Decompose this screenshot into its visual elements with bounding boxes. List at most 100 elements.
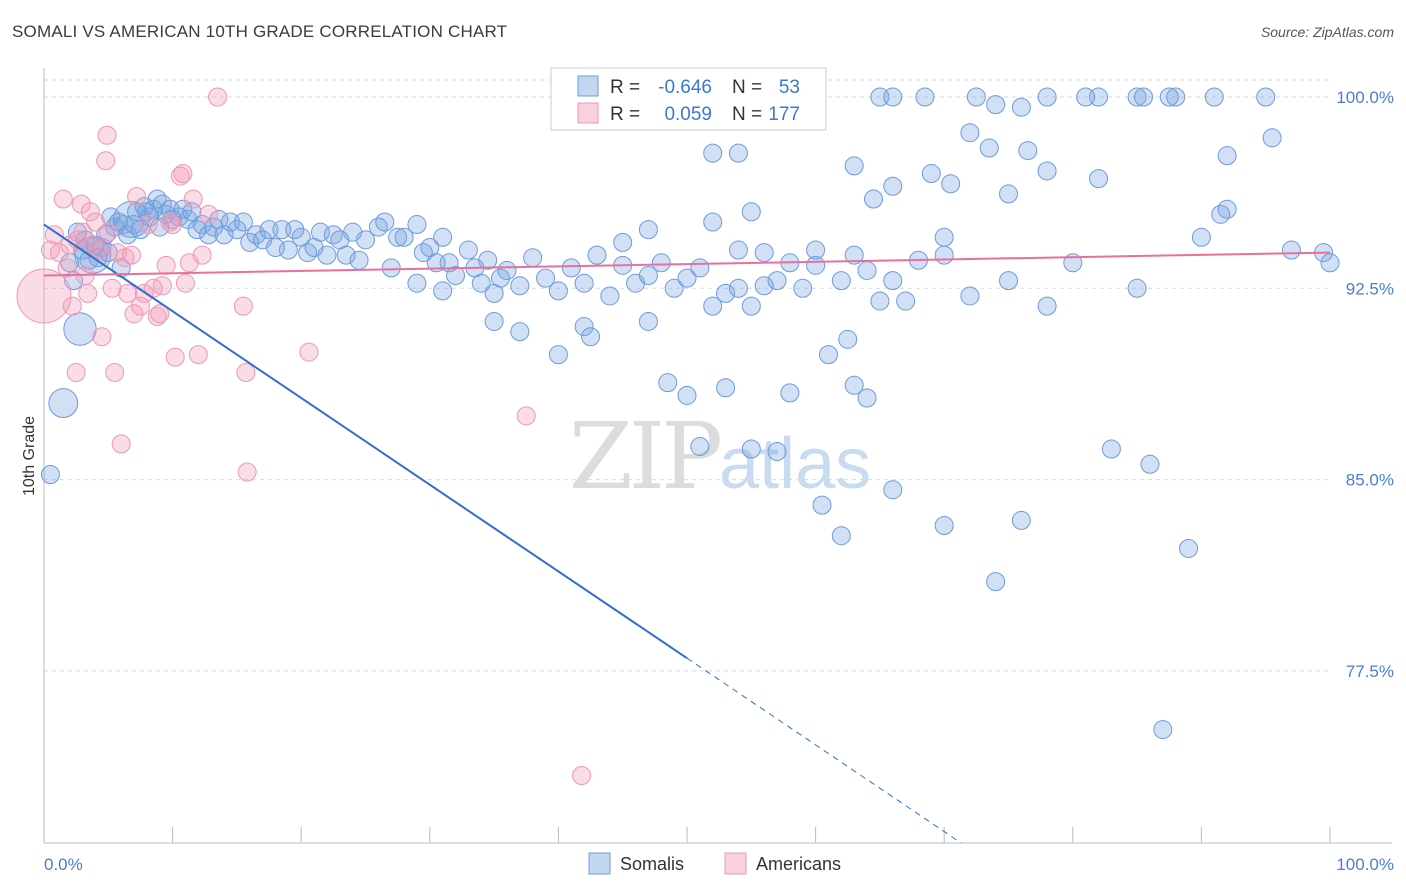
american-point (1320, 253, 1340, 273)
american-point (613, 232, 633, 252)
chart-title: SOMALI VS AMERICAN 10TH GRADE CORRELATIO… (12, 22, 508, 41)
legend-swatch (724, 852, 747, 875)
american-point (728, 143, 748, 163)
somali-point (53, 189, 73, 209)
american-point (536, 268, 556, 288)
somali-point (102, 278, 122, 298)
american-point (1191, 227, 1211, 247)
american-point (838, 329, 858, 349)
american-point (921, 164, 941, 184)
american-point (574, 273, 594, 293)
scatter-points (16, 87, 1340, 785)
somali-point (96, 151, 116, 171)
somali-point (150, 304, 170, 324)
somali-point (66, 362, 86, 382)
y-tick-labels: 77.5% 85.0% 92.5% 100.0% (1336, 88, 1394, 681)
american-point (831, 271, 851, 291)
american-point (767, 271, 787, 291)
american-point (88, 248, 108, 268)
legend-swatch (577, 102, 599, 124)
american-point (677, 385, 697, 405)
american-point (1037, 161, 1057, 181)
somali-point (44, 225, 64, 245)
american-point (407, 273, 427, 293)
american-point (664, 278, 684, 298)
american-point (1011, 510, 1031, 530)
somali-point (49, 243, 69, 263)
american-point (844, 375, 864, 395)
source-label: Source: ZipAtlas.com (1260, 24, 1394, 40)
american-point (651, 253, 671, 273)
american-point (883, 176, 903, 196)
american-point (1140, 454, 1160, 474)
american-point (118, 225, 138, 245)
american-point (638, 266, 658, 286)
american-point (1281, 240, 1301, 260)
american-point (703, 296, 723, 316)
american-point (690, 258, 710, 278)
somali-point (121, 245, 141, 265)
american-point (1262, 128, 1282, 148)
somali-point (163, 215, 183, 235)
somali-point (127, 186, 147, 206)
american-point (690, 436, 710, 456)
series-legend: Somalis Americans (588, 852, 841, 875)
x-tick-labels: 0.0% 100.0% (44, 855, 1394, 874)
somali-point (165, 347, 185, 367)
american-point (960, 123, 980, 143)
somali-point (130, 296, 150, 316)
american-point (574, 317, 594, 337)
american-point (703, 143, 723, 163)
american-trend-line (43, 251, 1331, 277)
american-point (446, 266, 466, 286)
american-point (966, 87, 986, 107)
american-point (63, 312, 97, 346)
american-point (716, 283, 736, 303)
american-point (497, 260, 517, 280)
american-point (478, 250, 498, 270)
somali-point (83, 235, 103, 255)
american-point (1179, 538, 1199, 558)
american-point (187, 220, 207, 240)
american-point (227, 220, 247, 240)
somali-point (98, 222, 118, 242)
american-point (491, 268, 511, 288)
american-point (233, 212, 253, 232)
american-point (638, 311, 658, 331)
american-point (896, 291, 916, 311)
american-point (857, 388, 877, 408)
y-tick-label: 77.5% (1346, 662, 1394, 681)
american-point (979, 138, 999, 158)
american-point (298, 243, 318, 263)
legend-n-value: 177 (768, 104, 800, 125)
somali-point (80, 202, 100, 222)
american-point (1089, 169, 1109, 189)
american-point (767, 442, 787, 462)
somali-point (57, 258, 77, 278)
american-point (844, 245, 864, 265)
american-point (1211, 204, 1231, 224)
american-point (728, 240, 748, 260)
american-point (844, 156, 864, 176)
american-point (413, 243, 433, 263)
american-point (40, 464, 60, 484)
somali-point (138, 215, 158, 235)
somali-point (97, 125, 117, 145)
legend-n-value: 53 (779, 77, 800, 98)
somali-point (124, 304, 144, 324)
american-point (407, 215, 427, 235)
y-tick-label: 92.5% (1346, 279, 1394, 298)
american-point (147, 189, 167, 209)
american-point (349, 250, 369, 270)
american-point (317, 245, 337, 265)
somali-point (188, 345, 208, 365)
american-point (812, 495, 832, 515)
somali-point (183, 189, 203, 209)
american-point (1037, 87, 1057, 107)
y-tick-label: 85.0% (1346, 471, 1394, 490)
somali-point (160, 212, 180, 232)
somali-point (118, 283, 138, 303)
american-point (278, 240, 298, 260)
american-point (336, 245, 356, 265)
american-point (368, 217, 388, 237)
